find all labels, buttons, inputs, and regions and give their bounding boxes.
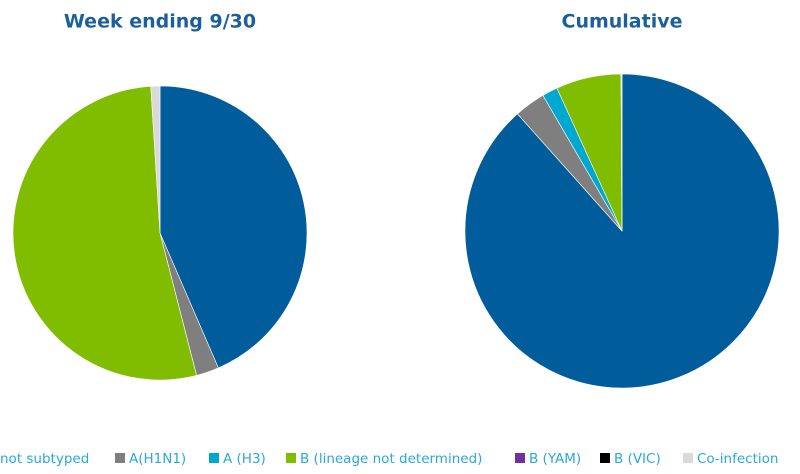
chart-title: Week ending 9/30	[64, 11, 256, 33]
legend-swatch	[600, 453, 610, 463]
legend-label: Co-infection	[697, 451, 778, 467]
legend-label: B (VIC)	[614, 451, 661, 467]
legend-swatch	[683, 453, 693, 463]
legend-label: A(H1N1)	[129, 451, 186, 467]
legend-label: B (YAM)	[529, 451, 581, 467]
pie-slice	[12, 85, 197, 381]
pie-slice	[159, 85, 308, 369]
legend-label: B (lineage not determined)	[300, 451, 482, 467]
legend-swatch	[286, 453, 296, 463]
legend-swatch	[209, 453, 219, 463]
legend-label: not subtyped	[0, 451, 89, 467]
legend-swatch	[115, 453, 125, 463]
legend-label: A (H3)	[223, 451, 266, 467]
pie-slice	[620, 73, 623, 232]
pie-slice	[150, 85, 161, 234]
chart-title: Cumulative	[562, 11, 683, 33]
legend-swatch	[515, 453, 525, 463]
